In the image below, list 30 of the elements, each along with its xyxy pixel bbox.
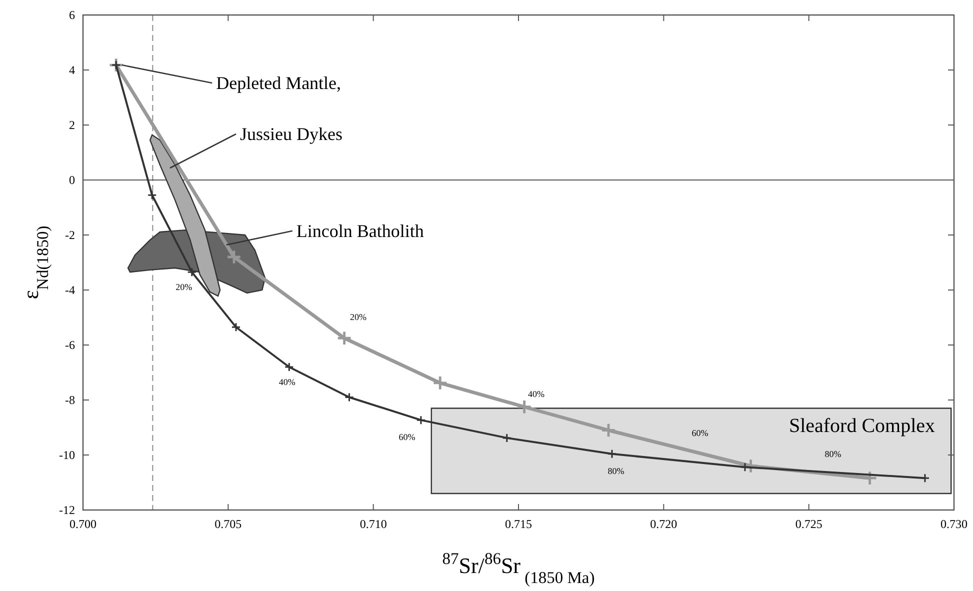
- annotation: Sleaford Complex: [788, 415, 936, 437]
- y-tick-label: -6: [65, 338, 75, 352]
- annotation: 80%: [824, 449, 842, 459]
- y-tick-label: -8: [65, 393, 75, 407]
- x-tick-label: 0.725: [795, 517, 822, 531]
- y-tick-label: 2: [69, 118, 75, 132]
- annotation: 80%: [608, 466, 625, 476]
- y-tick-label: 0: [69, 173, 75, 187]
- annotation: 40%: [278, 377, 296, 387]
- y-tick-label: -10: [59, 448, 75, 462]
- x-tick-label: 0.720: [650, 517, 678, 531]
- x-tick-label: 0.705: [214, 517, 242, 531]
- x-axis-title: $^{87}$Sr/$^{86}$Sr $_{(1850 Ma)}$: [442, 548, 595, 586]
- annotation: 60%: [692, 428, 709, 438]
- annotation: 40%: [528, 388, 546, 399]
- annotation: 20%: [350, 312, 368, 322]
- annotation: Depleted Mantle,: [216, 73, 342, 94]
- x-tick-label: 0.715: [505, 517, 532, 531]
- y-tick-label: -12: [59, 503, 75, 517]
- annotation: Jussieu Dykes: [240, 124, 342, 144]
- annotation: Lincoln Batholith: [296, 220, 424, 241]
- y-tick-label: 6: [69, 8, 75, 22]
- y-tick-label: 4: [69, 63, 75, 77]
- y-tick-label: -4: [65, 283, 75, 297]
- y-tick-label: -2: [65, 228, 75, 242]
- x-tick-label: 0.700: [70, 517, 96, 531]
- x-tick-label: 0.710: [360, 517, 387, 531]
- annotation: 20%: [176, 282, 193, 292]
- annotation: 60%: [398, 432, 416, 442]
- x-tick-label: 0.730: [940, 517, 968, 531]
